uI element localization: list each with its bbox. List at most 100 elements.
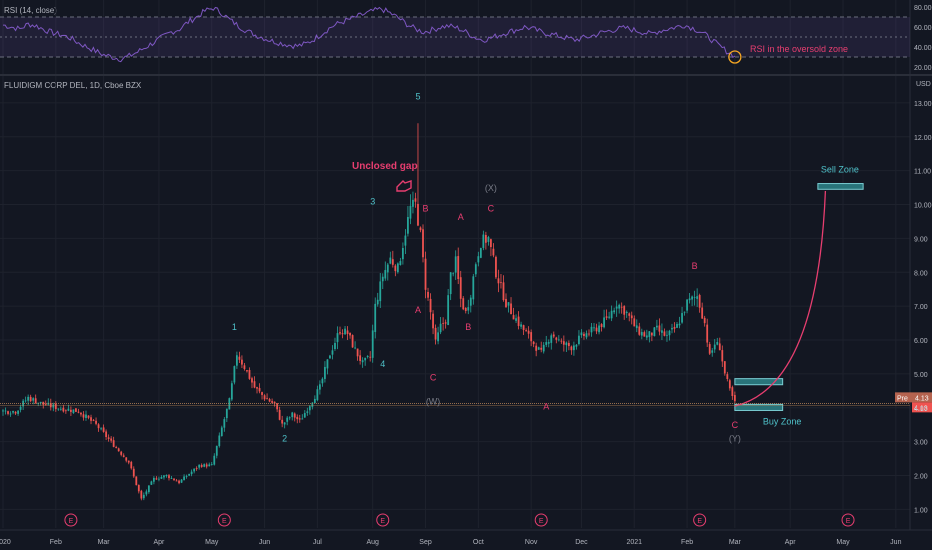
candle-body: [633, 318, 636, 327]
candle-body: [625, 311, 628, 314]
candle-body: [142, 494, 145, 499]
candle-body: [90, 417, 92, 421]
candle-body: [374, 303, 377, 333]
candle-body: [650, 332, 653, 336]
wave-label: C: [732, 420, 739, 430]
candle-body: [145, 491, 148, 495]
earnings-marker-icon[interactable]: [693, 513, 707, 527]
candle-body: [256, 387, 258, 389]
candle-body: [59, 408, 62, 410]
candle-body: [110, 438, 113, 441]
candle-body: [170, 478, 173, 479]
earnings-marker-icon[interactable]: [376, 513, 390, 527]
candle-body: [366, 356, 369, 357]
price-axis-tick-label: 12.00: [914, 135, 932, 142]
candle-body: [376, 299, 379, 305]
earnings-marker-icon[interactable]: [217, 513, 231, 527]
wave-label: 2: [282, 434, 287, 444]
earnings-marker-icon[interactable]: [64, 513, 78, 527]
time-axis-tick-label: May: [836, 539, 850, 546]
buy-zone-label: Buy Zone: [763, 416, 802, 426]
candle-body: [102, 427, 105, 432]
time-axis-tick-label: Apr: [785, 539, 797, 546]
wave-label: A: [543, 401, 549, 411]
candle-body: [595, 327, 598, 332]
candle-body: [605, 316, 608, 318]
candle-body: [525, 330, 528, 332]
earnings-marker-label[interactable]: E: [539, 518, 544, 525]
sell-zone-rect: [817, 183, 864, 190]
wave-label: C: [488, 203, 495, 213]
candle-body: [19, 406, 22, 410]
candle-body: [484, 234, 487, 243]
candle-body: [160, 476, 163, 479]
candle-body: [147, 485, 150, 493]
candle-body: [578, 335, 580, 345]
candle-body: [696, 296, 699, 299]
candle-body: [188, 474, 191, 476]
candle-body: [233, 366, 236, 383]
wave-label: 4: [380, 359, 385, 369]
price-axis-tick-label: 3.00: [914, 440, 928, 447]
price-axis-tick-label: 7.00: [914, 304, 928, 311]
candle-body: [600, 324, 603, 328]
candle-body: [107, 437, 110, 439]
candle-body: [200, 464, 203, 467]
rsi-oversold-marker: [728, 50, 742, 64]
candle-body: [351, 335, 354, 348]
candle-body: [341, 333, 344, 335]
candle-body: [308, 406, 311, 411]
time-axis-tick-label: May: [205, 539, 219, 546]
candle-body: [132, 468, 135, 477]
time-axis-tick-label: Nov: [525, 539, 538, 546]
earnings-marker-icon[interactable]: [534, 513, 548, 527]
earnings-marker-label[interactable]: E: [69, 518, 74, 525]
candle-body: [731, 387, 734, 397]
candle-body: [542, 344, 545, 352]
candle-body: [281, 419, 284, 424]
time-axis-tick-label: Mar: [729, 539, 742, 546]
candle-body: [298, 418, 301, 420]
candle-body: [356, 348, 359, 357]
candle-body: [326, 359, 329, 369]
candle-body: [515, 318, 517, 321]
candle-body: [442, 323, 445, 325]
candle-body: [537, 347, 540, 350]
earnings-marker-label[interactable]: E: [846, 518, 851, 525]
candle-body: [434, 327, 437, 340]
wave-label: A: [458, 212, 464, 222]
candle-body: [173, 478, 175, 481]
candle-body: [414, 198, 417, 202]
earnings-marker-label[interactable]: E: [222, 518, 227, 525]
candle-body: [449, 272, 452, 295]
candle-body: [620, 306, 623, 308]
candle-body: [198, 464, 201, 468]
candle-body: [598, 325, 600, 333]
candle-body: [27, 396, 30, 401]
candle-body: [615, 306, 618, 309]
candle-body: [381, 276, 384, 282]
price-axis-tick-label: 9.00: [914, 236, 928, 243]
candle-body: [432, 313, 434, 329]
candle-body: [706, 324, 709, 343]
candle-body: [354, 347, 356, 349]
earnings-marker-label[interactable]: E: [380, 518, 385, 525]
buy-zone-rect: [734, 403, 784, 411]
price-axis-tick-label: 8.00: [914, 270, 928, 277]
candle-body: [276, 403, 279, 410]
candle-body: [713, 344, 716, 350]
candle-body: [210, 464, 213, 465]
candle-body: [120, 451, 123, 455]
candle-body: [246, 370, 248, 372]
wave-label: C: [430, 373, 437, 383]
earnings-marker-icon[interactable]: [841, 513, 855, 527]
candle-body: [205, 464, 208, 467]
candle-body: [688, 298, 691, 301]
candle-body: [306, 411, 309, 413]
earnings-marker-label[interactable]: E: [697, 518, 702, 525]
candle-body: [728, 380, 731, 389]
candle-body: [530, 332, 533, 342]
candle-body: [457, 256, 460, 280]
